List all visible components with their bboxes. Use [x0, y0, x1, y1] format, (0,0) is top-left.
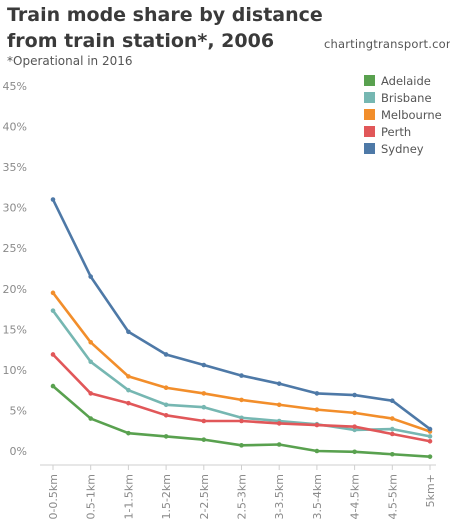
x-tick-label: 3.5-4km — [311, 474, 324, 520]
data-point-brisbane — [352, 427, 357, 433]
series-line-melbourne — [51, 291, 432, 433]
data-point-brisbane — [50, 308, 56, 313]
x-tick-label: 1-1.5km — [122, 474, 135, 520]
data-point-brisbane — [163, 402, 169, 408]
chart-title: Train mode share by distance from train … — [7, 4, 323, 52]
data-point-sydney — [352, 392, 357, 398]
data-point-melbourne — [126, 374, 131, 379]
data-point-melbourne — [276, 402, 282, 408]
data-point-sydney — [88, 274, 93, 279]
data-point-sydney — [239, 373, 244, 378]
x-tick-label: 2.5-3km — [236, 474, 249, 520]
data-point-adelaide — [239, 443, 244, 448]
y-tick-label: 5% — [10, 404, 27, 417]
data-point-perth — [126, 400, 131, 406]
x-tick-label: 5km+ — [424, 474, 437, 507]
data-point-perth — [352, 424, 357, 429]
data-point-adelaide — [50, 383, 56, 389]
legend-label-brisbane[interactable]: Brisbane — [381, 91, 432, 105]
legend-label-melbourne[interactable]: Melbourne — [381, 108, 442, 122]
x-tick-label: 0-0.5km — [47, 474, 60, 520]
y-tick-label: 40% — [3, 121, 27, 134]
legend[interactable]: Adelaide Brisbane Melbourne Perth Sydney — [364, 74, 442, 156]
data-point-sydney — [390, 398, 395, 404]
data-point-sydney — [427, 426, 433, 432]
data-point-perth — [163, 413, 169, 418]
y-tick-label: 15% — [3, 323, 27, 336]
legend-label-sydney[interactable]: Sydney — [381, 142, 424, 156]
data-point-perth — [239, 418, 244, 424]
data-point-perth — [314, 422, 320, 428]
data-point-brisbane — [427, 434, 433, 439]
legend-swatch-adelaide[interactable] — [364, 75, 375, 86]
data-point-sydney — [50, 197, 56, 202]
legend-swatch-melbourne[interactable] — [364, 109, 375, 120]
data-point-brisbane — [239, 415, 244, 421]
y-tick-label: 20% — [3, 283, 27, 296]
data-point-melbourne — [50, 290, 56, 296]
legend-swatch-brisbane[interactable] — [364, 92, 375, 103]
data-point-adelaide — [276, 442, 282, 447]
data-point-brisbane — [126, 387, 131, 393]
data-point-adelaide — [88, 416, 93, 421]
y-axis: 0% 5% 10% 15% 20% 25% 30% 35% 40% 45% — [3, 80, 27, 458]
data-point-perth — [88, 391, 93, 396]
y-tick-label: 10% — [3, 364, 27, 377]
data-point-adelaide — [126, 430, 131, 436]
x-tick-label: 4.5-5km — [386, 474, 399, 520]
data-point-perth — [276, 421, 282, 426]
y-tick-label: 25% — [3, 242, 27, 255]
data-point-perth — [201, 418, 207, 424]
x-tick-label: 0.5-1km — [85, 474, 98, 520]
chart-subtitle: *Operational in 2016 — [7, 54, 133, 68]
series-line-sydney — [51, 198, 432, 431]
data-point-perth — [50, 352, 56, 357]
x-tick-label: 4-4.5km — [349, 474, 362, 520]
legend-label-perth[interactable]: Perth — [381, 125, 411, 139]
data-point-melbourne — [314, 407, 320, 412]
data-point-adelaide — [314, 448, 320, 454]
data-point-adelaide — [201, 437, 207, 442]
data-point-sydney — [163, 352, 169, 357]
data-point-brisbane — [88, 359, 93, 365]
data-point-melbourne — [352, 410, 357, 416]
y-tick-label: 45% — [3, 80, 27, 93]
source-label: chartingtransport.com — [324, 37, 450, 51]
data-point-brisbane — [390, 426, 395, 432]
data-point-perth — [427, 438, 433, 444]
data-point-sydney — [276, 381, 282, 386]
legend-swatch-perth[interactable] — [364, 126, 375, 137]
y-tick-label: 35% — [3, 161, 27, 174]
data-point-melbourne — [88, 340, 93, 345]
data-point-brisbane — [201, 404, 207, 410]
data-point-melbourne — [201, 391, 207, 396]
data-point-sydney — [126, 329, 131, 335]
y-tick-label: 0% — [10, 445, 27, 458]
data-point-melbourne — [390, 416, 395, 421]
x-tick-label: 1.5-2km — [160, 474, 173, 520]
data-point-melbourne — [239, 397, 244, 403]
data-point-adelaide — [390, 451, 395, 457]
data-point-sydney — [314, 391, 320, 396]
data-point-adelaide — [163, 434, 169, 439]
data-point-sydney — [201, 362, 207, 368]
data-point-melbourne — [163, 385, 169, 391]
x-axis: 0-0.5km 0.5-1km 1-1.5km 1.5-2km 2-2.5km 2.5-3… — [40, 464, 437, 520]
legend-swatch-sydney[interactable] — [364, 143, 375, 154]
data-point-perth — [390, 431, 395, 437]
data-point-adelaide — [427, 454, 433, 459]
legend-label-adelaide[interactable]: Adelaide — [381, 74, 431, 88]
x-tick-label: 2-2.5km — [198, 474, 211, 520]
x-tick-label: 3-3.5km — [273, 474, 286, 520]
series-layer — [50, 197, 433, 459]
data-point-adelaide — [352, 449, 357, 455]
y-tick-label: 30% — [3, 202, 27, 215]
